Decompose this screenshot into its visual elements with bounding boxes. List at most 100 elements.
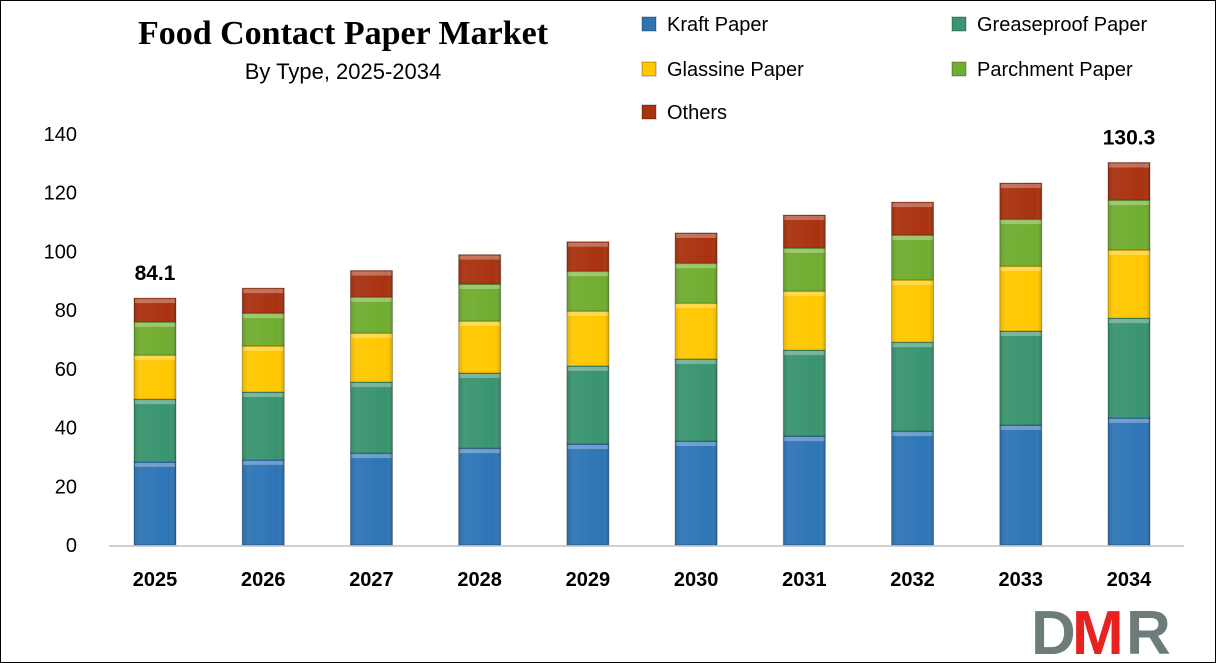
bar-segment-shade (350, 453, 393, 545)
bar-segment-bevel (243, 346, 284, 351)
bar-segment-bevel (784, 437, 825, 442)
bar-segment-bevel (351, 383, 392, 388)
x-tick-label: 2032 (890, 569, 935, 591)
dmr-logo: D M R (1031, 599, 1171, 662)
legend-swatch (951, 16, 967, 32)
bar-2027 (349, 270, 393, 546)
bar-2025 (133, 297, 177, 546)
bar-2030 (674, 232, 718, 546)
bar-segment-bevel (1000, 331, 1041, 336)
bar-segment-shade (242, 459, 285, 545)
bar-segment-shade (134, 399, 176, 462)
bar-segment-bevel (351, 334, 392, 339)
bar-segment-bevel (135, 400, 175, 405)
bar-segment-bevel (892, 235, 933, 240)
x-tick-label: 2031 (782, 569, 827, 591)
legend-label: Kraft Paper (667, 14, 769, 36)
bar-segment-bevel (459, 285, 500, 290)
logo-letter-r: R (1126, 599, 1171, 662)
bar-segment-shade (350, 296, 393, 334)
bar-segment-shade (999, 424, 1042, 545)
bar-segment-shade (891, 279, 934, 343)
legend-swatch (641, 16, 657, 32)
bar-2033 (999, 182, 1043, 546)
legend-label: Greaseproof Paper (977, 14, 1147, 36)
bar-segment-shade (350, 333, 393, 383)
legend-item-greaseproof-paper: Greaseproof Paper (951, 14, 1147, 36)
bar-segment-bevel (784, 248, 825, 253)
legend-swatch (641, 104, 657, 120)
legend-item-parchment-paper: Parchment Paper (951, 59, 1133, 81)
bar-segment-bevel (243, 393, 284, 398)
chart-subtitle: By Type, 2025-2034 (245, 59, 442, 84)
bar-segment-shade (242, 345, 285, 393)
x-tick-label: 2034 (1107, 569, 1152, 591)
bar-segment-bevel (1000, 220, 1041, 225)
x-tick-label: 2033 (999, 569, 1044, 591)
x-tick-label: 2027 (349, 569, 394, 591)
bar-2026 (241, 287, 285, 546)
bar-segment-shade (783, 247, 826, 292)
bar-segment-bevel (567, 242, 608, 247)
bar-segment-shade (999, 183, 1042, 220)
bar-segment-bevel (676, 233, 717, 238)
bar-segment-shade (1108, 162, 1150, 201)
bar-segment-shade (350, 270, 393, 297)
bar-2029 (566, 241, 610, 546)
bar-2034 (1107, 161, 1151, 546)
bar-segment-bevel (459, 322, 500, 327)
bar-segment-bevel (1109, 319, 1149, 324)
bar-2032 (891, 201, 935, 546)
bar-segment-shade (891, 342, 934, 432)
logo-letter-m: M (1072, 599, 1124, 662)
bar-segment-shade (675, 441, 718, 545)
bar-segment-bevel (459, 373, 500, 378)
bar-segment-shade (999, 266, 1042, 331)
bar-segment-shade (675, 358, 718, 442)
bar-segment-bevel (567, 366, 608, 371)
bar-segment-shade (1108, 249, 1150, 319)
bar-segment-shade (783, 215, 826, 248)
bar-segment-bevel (351, 271, 392, 276)
bar-segment-shade (1108, 318, 1150, 418)
bar-segment-shade (675, 263, 718, 304)
bar-segment-bevel (1000, 267, 1041, 272)
bar-segment-shade (458, 284, 501, 322)
bar-segment-bevel (676, 304, 717, 309)
bar-segment-bevel (676, 359, 717, 364)
bar-segment-shade (999, 330, 1042, 425)
bar-segment-shade (458, 321, 501, 373)
bar-segment-shade (458, 254, 501, 285)
bar-segment-shade (458, 448, 501, 545)
y-tick-label: 140 (44, 124, 77, 146)
bar-segment-shade (242, 392, 285, 460)
legend-item-kraft-paper: Kraft Paper (641, 14, 769, 36)
bar-segment-bevel (567, 272, 608, 277)
bar-segment-bevel (892, 280, 933, 285)
data-label-total: 84.1 (135, 262, 176, 285)
bar-segment-shade (891, 431, 934, 545)
x-tick-label: 2028 (457, 569, 502, 591)
bar-segment-shade (458, 372, 501, 449)
y-tick-label: 40 (55, 418, 77, 440)
bar-segment-shade (134, 321, 176, 356)
bar-segment-bevel (892, 432, 933, 437)
bar-segment-shade (134, 298, 176, 322)
bar-segment-shade (675, 303, 718, 359)
bar-segment-shade (891, 234, 934, 280)
legend-item-others: Others (641, 102, 727, 124)
bar-segment-shade (566, 444, 609, 545)
legend-label: Parchment Paper (977, 59, 1133, 81)
legend-swatch (951, 61, 967, 77)
x-tick-label: 2029 (566, 569, 611, 591)
bar-segment-bevel (459, 255, 500, 260)
x-tick-label: 2026 (241, 569, 286, 591)
bar-segment-bevel (676, 442, 717, 447)
y-tick-label: 0 (66, 535, 77, 557)
y-tick-label: 60 (55, 359, 77, 381)
bar-segment-bevel (1109, 418, 1149, 423)
bar-segment-bevel (784, 216, 825, 221)
bar-2031 (782, 214, 826, 546)
bar-segment-shade (783, 436, 826, 545)
